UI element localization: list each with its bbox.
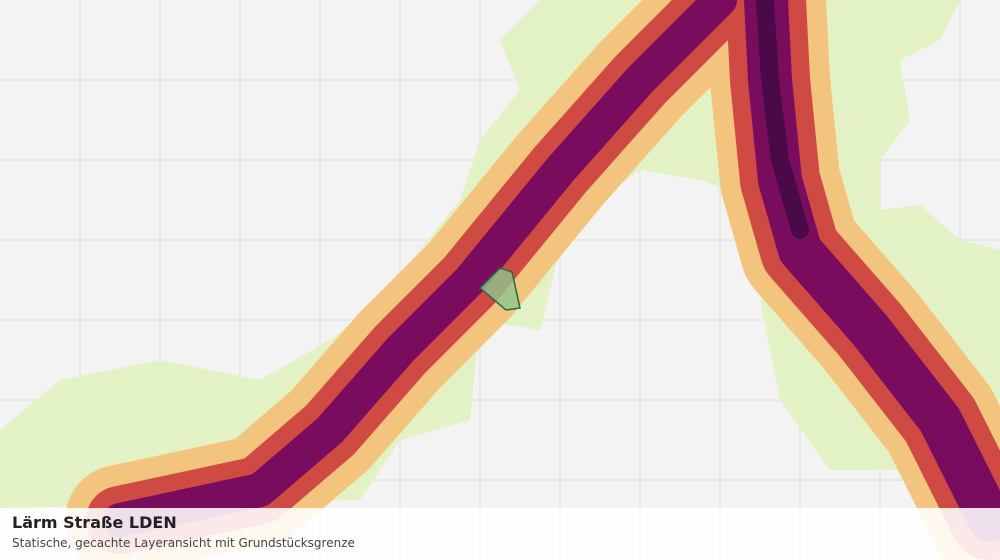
map-title: Lärm Straße LDEN [12,513,177,532]
caption: Lärm Straße LDEN Statische, gecachte Lay… [0,508,1000,560]
parcel-boundary [478,267,521,311]
noise-bands [65,0,1000,560]
map-subtitle: Statische, gecachte Layeransicht mit Gru… [12,536,355,550]
